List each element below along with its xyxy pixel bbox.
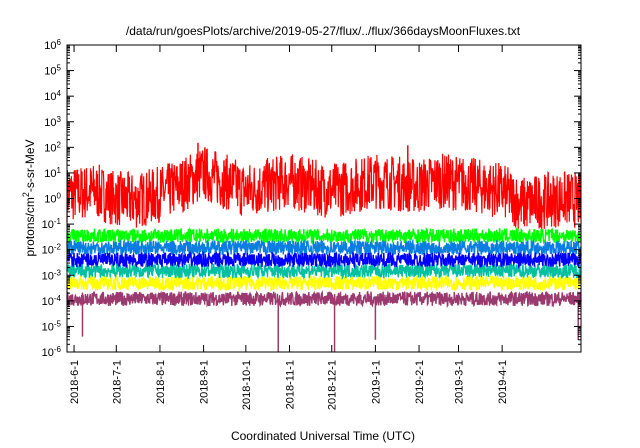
y-tick-exp: 4 [57,89,62,98]
y-axis: 10-610-510-410-310-210-11001011021031041… [42,38,581,360]
y-axis-label-sup: 2 [21,192,31,197]
series-line [66,273,582,293]
x-tick-label: 2019-1-1 [370,360,382,404]
y-tick-label: 10-5 [42,319,62,334]
y-axis-label: protons/cm2-s-sr-MeV [21,139,37,256]
series-line [66,289,582,309]
y-tick-exp: -4 [54,293,62,302]
y-tick-base: 10 [42,245,54,257]
y-tick-label: 105 [44,63,61,78]
y-tick-exp: -1 [54,217,62,226]
y-tick-base: 10 [44,117,56,129]
y-tick-base: 10 [42,347,54,359]
x-tick-label: 2018-8-1 [155,360,167,404]
y-axis-label-prefix: protons/cm [23,197,37,256]
y-tick-base: 10 [44,142,56,154]
chart-title: /data/run/goesPlots/archive/2019-05-27/f… [126,24,521,38]
x-tick-label: 2018-10-1 [241,360,253,410]
y-tick-label: 10-4 [42,293,62,308]
y-tick-label: 101 [44,165,61,180]
x-tick-label: 2019-3-1 [454,360,466,404]
y-tick-base: 10 [44,91,56,103]
series-line [66,226,582,245]
y-tick-exp: 2 [57,140,62,149]
x-axis: 2018-6-1 2018-7-1 2018-8-1 2018-9-1 2018-10-… [69,45,509,410]
y-tick-base: 10 [42,296,54,308]
y-tick-base: 10 [44,66,56,78]
y-tick-base: 10 [44,168,56,180]
x-tick-label: 2019-4-1 [497,360,509,404]
y-tick-base: 10 [42,219,54,231]
y-tick-exp: 0 [57,191,62,200]
y-tick-base: 10 [42,270,54,282]
y-tick-base: 10 [42,321,54,333]
y-axis-label-suffix: -s-sr-MeV [23,139,37,192]
series-line [66,238,582,257]
y-tick-label: 104 [44,89,61,104]
x-tick-label: 2018-6-1 [69,360,81,404]
y-tick-exp: 3 [57,114,62,123]
y-tick-base: 10 [44,40,56,52]
y-tick-label: 10-2 [42,242,62,257]
y-tick-base: 10 [44,194,56,206]
y-tick-exp: -5 [54,319,62,328]
y-tick-label: 106 [44,38,61,53]
x-axis-label: Coordinated Universal Time (UTC) [231,429,415,443]
x-tick-label: 2018-9-1 [199,360,211,404]
y-tick-label: 10-1 [42,217,62,232]
y-tick-exp: 6 [57,38,62,47]
data-series [66,142,582,352]
x-tick-label: 2018-12-1 [327,360,339,410]
y-tick-exp: -2 [54,242,62,251]
y-tick-label: 102 [44,140,61,155]
series-line [66,261,582,280]
y-tick-exp: 1 [57,165,62,174]
series-line [66,146,582,230]
y-tick-exp: -3 [54,268,62,277]
x-tick-label: 2019-2-1 [414,360,426,404]
y-tick-label: 10-6 [42,345,62,360]
y-tick-label: 100 [44,191,61,206]
x-tick-label: 2018-7-1 [111,360,123,404]
x-tick-label: 2018-11-1 [285,360,297,409]
y-tick-exp: -6 [54,345,62,354]
y-tick-label: 10-3 [42,268,62,283]
y-tick-exp: 5 [57,63,62,72]
y-tick-label: 103 [44,114,61,129]
series-line [66,250,582,270]
